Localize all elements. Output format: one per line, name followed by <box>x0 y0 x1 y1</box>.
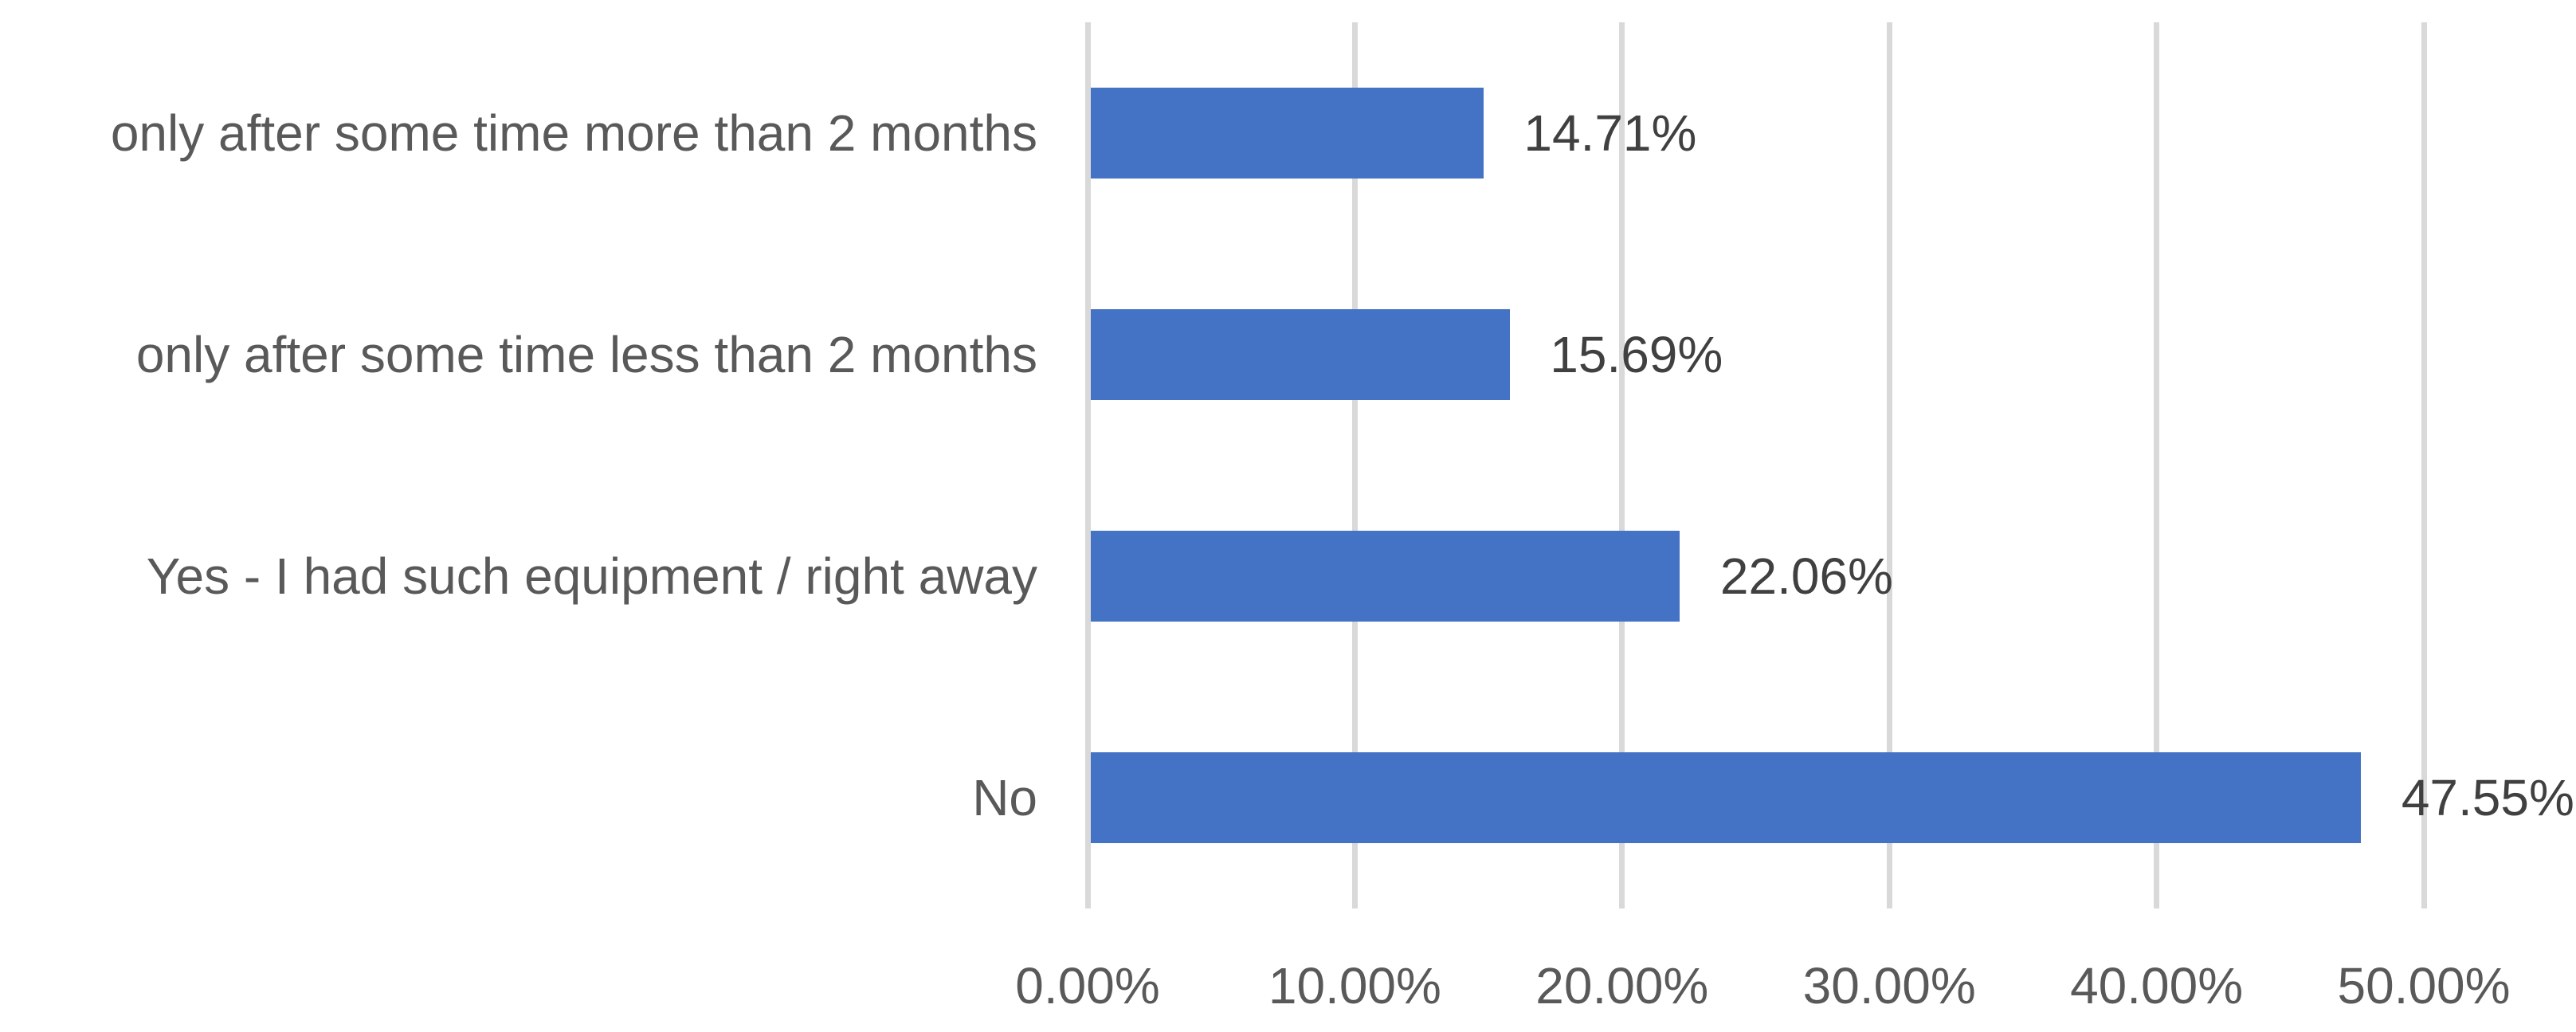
category-label: Yes - I had such equipment / right away <box>146 547 1037 605</box>
data-label: 14.71% <box>1523 104 1697 162</box>
bar-0 <box>1090 88 1484 179</box>
gridline <box>1084 22 1091 908</box>
bar-3 <box>1090 752 2362 843</box>
data-label: 15.69% <box>1550 326 1723 383</box>
gridline <box>1351 22 1358 908</box>
gridline <box>2421 22 2427 908</box>
category-label: only after some time less than 2 months <box>135 326 1037 383</box>
data-label: 22.06% <box>1719 547 1893 605</box>
data-label: 47.55% <box>2401 769 2574 826</box>
gridline <box>1619 22 1625 908</box>
category-label: only after some time more than 2 months <box>110 104 1037 162</box>
x-tick-label: 0.00% <box>1015 957 1160 1014</box>
bar-1 <box>1090 309 1510 400</box>
gridline <box>2154 22 2160 908</box>
category-label: No <box>972 769 1037 826</box>
bar-2 <box>1090 531 1680 622</box>
x-tick-label: 40.00% <box>2070 957 2244 1014</box>
gridline <box>1886 22 1892 908</box>
x-tick-label: 30.00% <box>1802 957 1976 1014</box>
x-tick-label: 20.00% <box>1535 957 1709 1014</box>
x-tick-label: 10.00% <box>1268 957 1441 1014</box>
x-tick-label: 50.00% <box>2337 957 2511 1014</box>
